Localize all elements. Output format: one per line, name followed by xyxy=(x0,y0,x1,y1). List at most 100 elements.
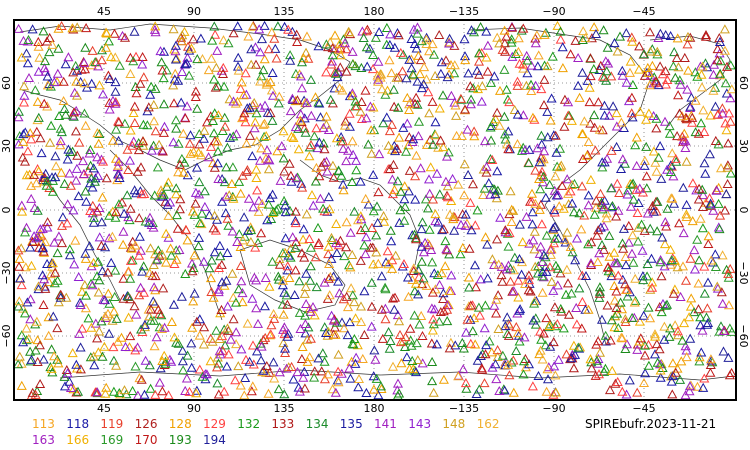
observation-triangle xyxy=(219,386,230,396)
observation-triangle xyxy=(259,100,271,110)
observation-triangle xyxy=(395,186,406,196)
observation-triangle xyxy=(234,176,245,186)
observation-triangle xyxy=(26,134,37,144)
observation-triangle xyxy=(438,141,449,152)
observation-triangle xyxy=(242,103,253,113)
observation-triangle xyxy=(717,108,728,118)
observation-triangle xyxy=(621,339,633,349)
observation-triangle xyxy=(331,247,342,257)
observation-triangle xyxy=(282,261,293,271)
observation-triangle xyxy=(246,59,257,69)
observation-triangle xyxy=(344,363,355,373)
observation-triangle xyxy=(58,76,69,86)
observation-triangle xyxy=(222,247,233,257)
observation-triangle xyxy=(398,122,409,132)
observation-triangle xyxy=(508,265,519,275)
observation-triangle xyxy=(267,189,278,199)
observation-triangle xyxy=(272,21,283,31)
observation-triangle xyxy=(214,346,225,356)
observation-triangle xyxy=(434,316,445,326)
observation-triangle xyxy=(79,57,90,67)
observation-triangle xyxy=(45,268,56,279)
observation-triangle xyxy=(500,225,511,235)
observation-triangle xyxy=(194,139,205,149)
observation-triangle xyxy=(530,80,541,90)
observation-triangle xyxy=(632,387,643,397)
observation-triangle xyxy=(410,171,421,181)
observation-triangle xyxy=(699,261,710,271)
observation-triangle xyxy=(491,234,503,244)
observation-triangle xyxy=(85,278,97,288)
legend-item-170: 170 xyxy=(134,433,158,447)
observation-triangle xyxy=(35,378,46,388)
observation-triangle xyxy=(206,53,217,63)
observation-triangle xyxy=(506,204,517,214)
observation-triangle xyxy=(655,140,666,151)
observation-triangle xyxy=(251,172,262,182)
observation-triangle xyxy=(263,164,274,174)
observation-triangle xyxy=(673,62,684,72)
observation-triangle xyxy=(148,259,159,269)
observation-triangle xyxy=(157,65,168,75)
observation-triangle xyxy=(669,284,680,294)
observation-triangle xyxy=(529,298,540,308)
observation-triangle xyxy=(639,350,651,360)
observation-triangle xyxy=(166,356,177,366)
observation-triangle xyxy=(207,336,218,346)
observation-triangle xyxy=(311,162,322,172)
observation-triangle xyxy=(721,125,732,135)
observation-triangle xyxy=(158,99,170,109)
observation-triangle xyxy=(221,191,232,201)
observation-triangle xyxy=(449,225,460,235)
observation-triangle xyxy=(689,307,700,317)
observation-triangle xyxy=(273,271,284,281)
observation-triangle xyxy=(271,53,282,63)
observation-triangle xyxy=(87,280,98,290)
observation-triangle xyxy=(234,229,245,239)
observation-triangle xyxy=(278,309,289,319)
observation-triangle xyxy=(413,50,424,60)
observation-triangle xyxy=(44,47,55,57)
observation-triangle xyxy=(22,297,33,307)
observation-triangle xyxy=(294,276,305,286)
observation-triangle xyxy=(699,158,710,168)
observation-triangle xyxy=(585,258,597,268)
observation-triangle xyxy=(204,210,215,220)
observation-triangle xyxy=(89,176,100,186)
observation-triangle xyxy=(260,153,272,163)
observation-triangle xyxy=(104,210,115,220)
observation-triangle xyxy=(156,188,167,198)
observation-triangle xyxy=(589,109,600,120)
observation-triangle xyxy=(336,368,347,378)
observation-triangle xyxy=(341,156,352,166)
observation-triangle xyxy=(415,163,426,173)
coastline xyxy=(299,159,396,201)
observation-triangle xyxy=(96,45,108,55)
observation-triangle xyxy=(387,255,398,265)
observation-triangle xyxy=(267,256,278,266)
observation-triangle xyxy=(692,381,703,391)
observation-triangle xyxy=(71,163,82,173)
observation-triangle xyxy=(181,373,192,383)
observation-triangle xyxy=(599,202,610,212)
observation-triangle xyxy=(222,301,233,311)
observation-triangle xyxy=(462,124,473,134)
observation-triangle xyxy=(535,345,546,355)
observation-triangle xyxy=(449,60,460,70)
observation-triangle xyxy=(541,230,552,240)
observation-triangle xyxy=(609,247,620,257)
observation-triangle xyxy=(404,54,415,64)
observation-triangle xyxy=(497,350,508,360)
observation-triangle xyxy=(220,340,231,350)
observation-triangle xyxy=(135,162,147,172)
observation-triangle xyxy=(280,347,291,357)
observation-triangle xyxy=(520,362,531,372)
observation-triangle xyxy=(641,183,652,193)
observation-triangle xyxy=(428,314,439,324)
observation-triangle xyxy=(156,310,167,320)
observation-triangle xyxy=(155,185,167,195)
observation-triangle xyxy=(180,113,191,123)
observation-triangle xyxy=(635,333,646,343)
observation-triangle xyxy=(490,359,501,369)
observation-triangle xyxy=(171,254,182,264)
